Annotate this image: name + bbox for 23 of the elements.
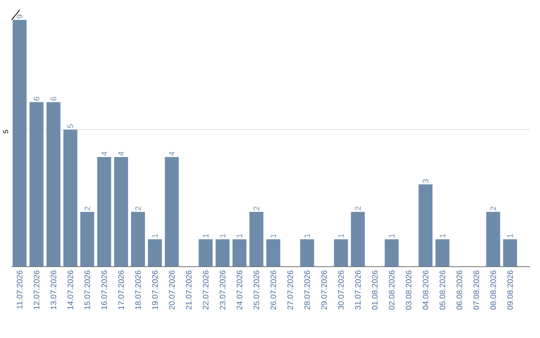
bar [97,156,112,267]
bar [164,156,179,267]
bar [486,212,500,267]
bar [334,239,348,267]
bar [216,239,230,267]
bar [266,239,280,267]
bar [63,129,78,267]
bar [418,184,432,267]
bar [80,212,94,267]
bar [198,239,213,267]
bar [114,156,128,267]
bar [300,239,314,267]
bar [30,102,44,267]
bar [148,239,162,267]
bar [12,20,27,267]
bar [350,212,365,267]
bar [435,239,450,267]
bar [131,212,145,267]
bar [249,212,264,267]
bar [232,239,246,267]
bar [384,239,399,267]
bar [503,239,518,267]
bar [46,102,60,267]
